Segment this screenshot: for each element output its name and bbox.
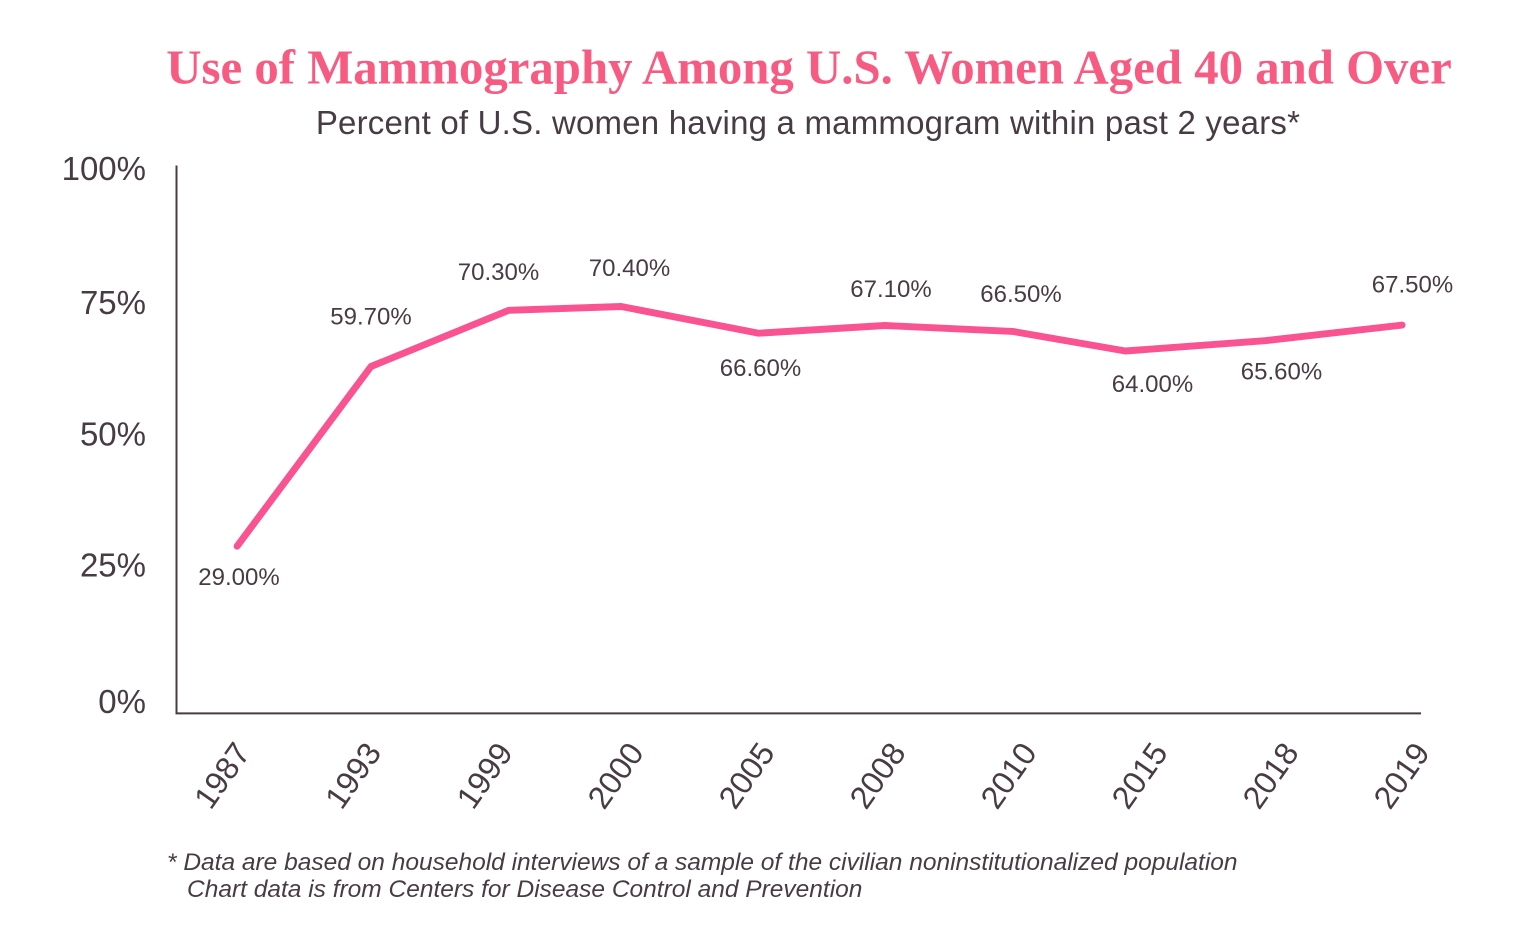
svg-text:Chart data is from Centers for: Chart data is from Centers for Disease C… bbox=[187, 876, 862, 903]
svg-text:66.60%: 66.60% bbox=[720, 355, 801, 382]
svg-text:100%: 100% bbox=[62, 150, 146, 187]
svg-text:66.50%: 66.50% bbox=[980, 281, 1061, 308]
svg-text:70.30%: 70.30% bbox=[458, 259, 539, 286]
svg-text:2008: 2008 bbox=[842, 736, 912, 815]
svg-text:2005: 2005 bbox=[711, 736, 781, 815]
svg-text:2000: 2000 bbox=[580, 736, 650, 815]
svg-text:1999: 1999 bbox=[449, 736, 519, 815]
svg-text:1993: 1993 bbox=[318, 736, 388, 815]
svg-text:2019: 2019 bbox=[1366, 736, 1436, 815]
svg-text:2015: 2015 bbox=[1104, 736, 1174, 815]
svg-text:25%: 25% bbox=[80, 547, 146, 584]
svg-text:64.00%: 64.00% bbox=[1112, 371, 1193, 398]
svg-text:67.10%: 67.10% bbox=[850, 276, 931, 303]
svg-text:Use of Mammography Among U.S.: Use of Mammography Among U.S. Women Aged… bbox=[166, 41, 1451, 95]
svg-text:70.40%: 70.40% bbox=[589, 255, 670, 282]
svg-text:65.60%: 65.60% bbox=[1241, 359, 1322, 386]
svg-text:75%: 75% bbox=[80, 284, 146, 321]
svg-text:Percent of U.S. women having a: Percent of U.S. women having a mammogram… bbox=[316, 104, 1300, 141]
svg-text:29.00%: 29.00% bbox=[198, 564, 279, 591]
svg-text:50%: 50% bbox=[80, 416, 146, 453]
svg-text:2018: 2018 bbox=[1235, 736, 1305, 815]
svg-text:2010: 2010 bbox=[973, 736, 1043, 815]
svg-text:* Data are based on household: * Data are based on household interviews… bbox=[167, 849, 1238, 876]
svg-text:59.70%: 59.70% bbox=[330, 304, 411, 331]
svg-text:1987: 1987 bbox=[187, 736, 257, 815]
svg-text:0%: 0% bbox=[98, 683, 146, 720]
svg-text:67.50%: 67.50% bbox=[1372, 272, 1453, 299]
